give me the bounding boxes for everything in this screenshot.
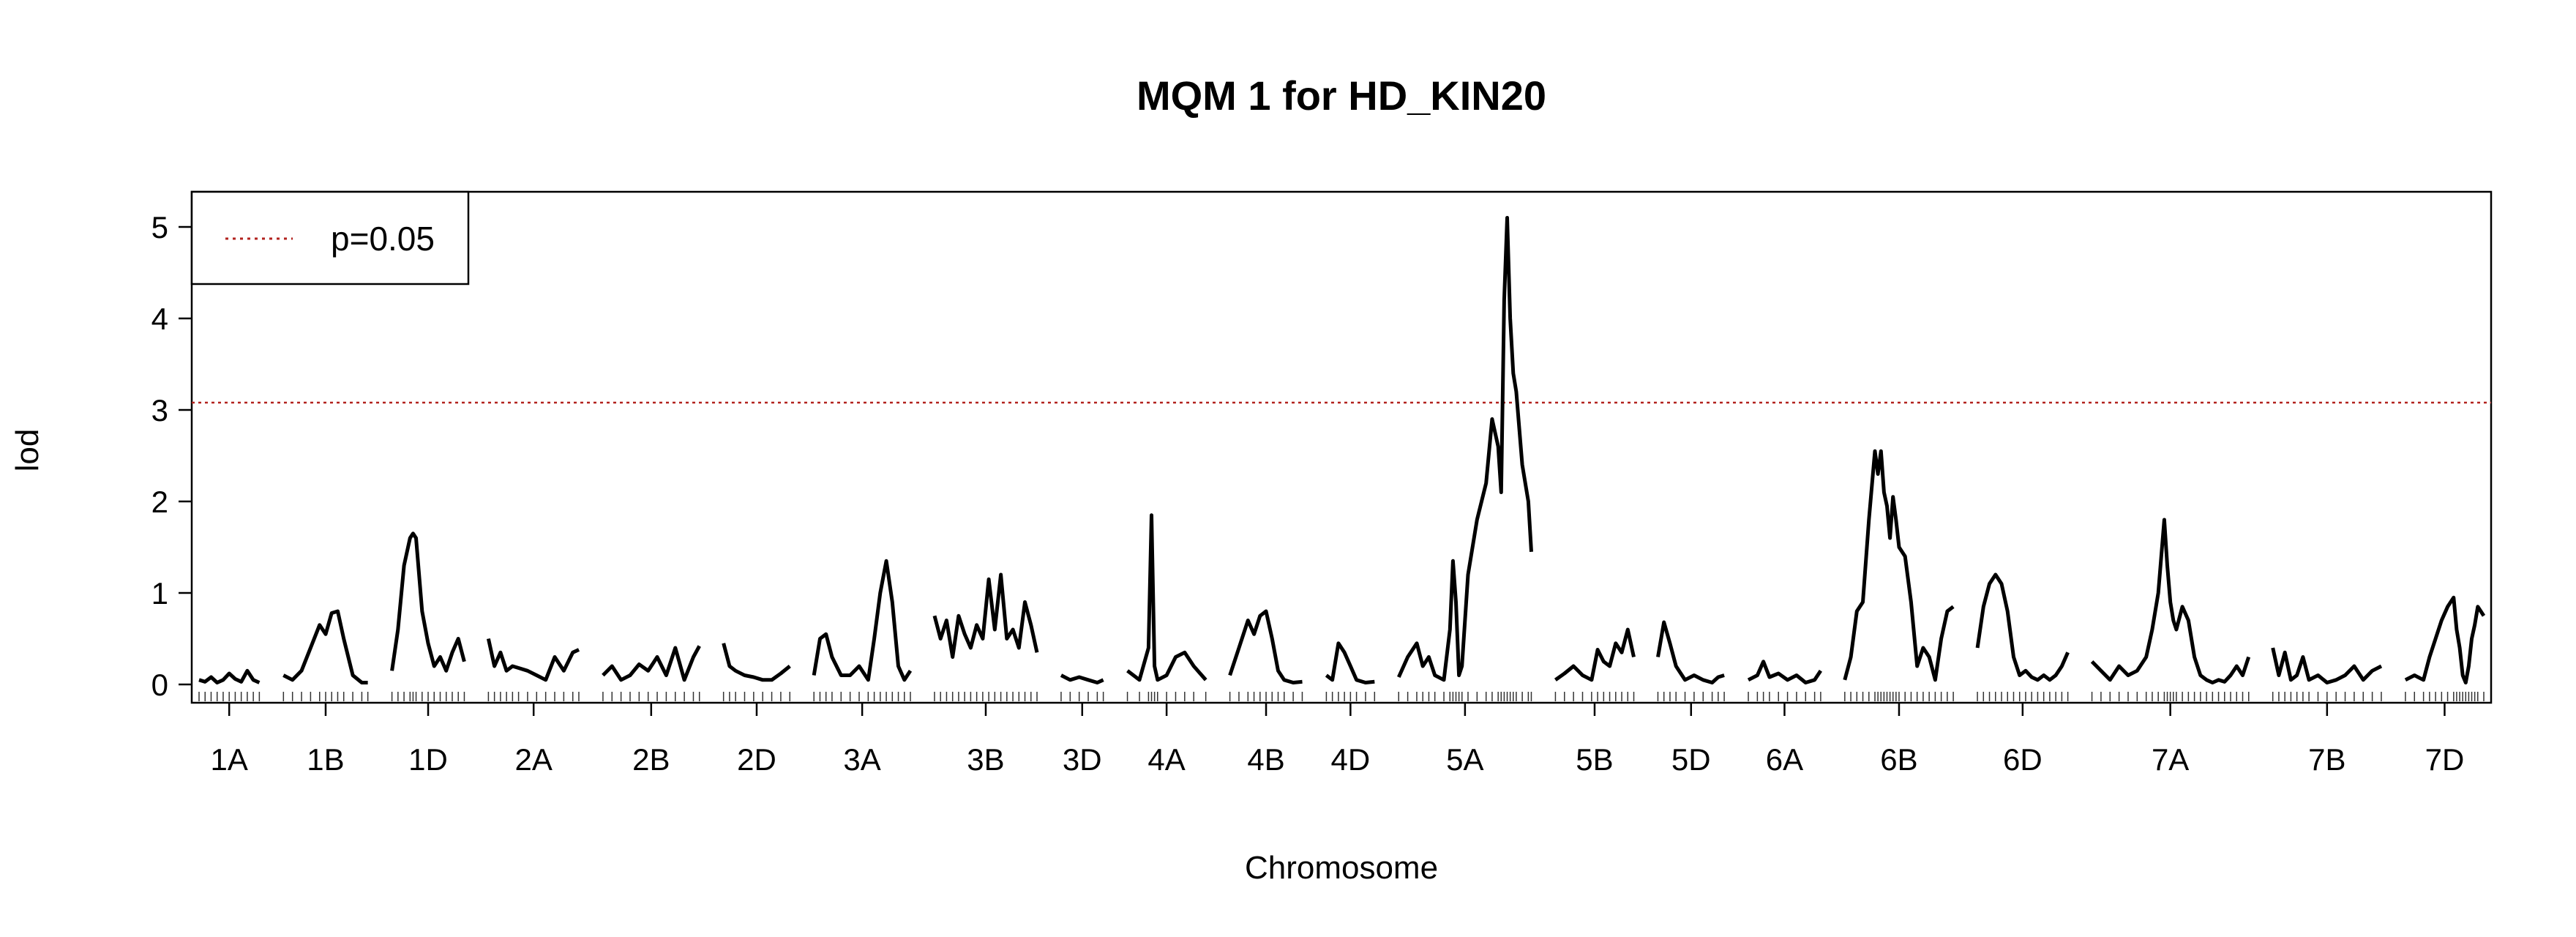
lod-line-2B: [602, 645, 701, 682]
lod-line-1D: [390, 531, 466, 673]
x-tick-label: 7A: [2152, 742, 2189, 777]
x-tick-label: 4A: [1147, 742, 1185, 777]
marker-rug: [198, 692, 2485, 701]
x-tick-label: 3B: [967, 742, 1004, 777]
y-tick-label: 2: [151, 485, 168, 519]
x-axis: 1A 1B 1D 2A 2B 2D 3A 3B 3D 4A 4B 4D 5A 5B 5D 6A 6B 6D 7A 7B…: [210, 703, 2464, 777]
x-tick-label: 3D: [1063, 742, 1102, 777]
x-tick-label: 2A: [514, 742, 552, 777]
lod-line-6A: [1747, 660, 1822, 684]
x-tick-label: 5D: [1671, 742, 1711, 777]
lod-line-3B: [932, 572, 1039, 659]
x-tick-label: 3A: [843, 742, 880, 777]
y-tick-label: 4: [151, 302, 168, 336]
y-tick-label: 1: [151, 576, 168, 611]
x-tick-label: 5A: [1446, 742, 1483, 777]
x-tick-label: 2B: [632, 742, 670, 777]
lod-line-7A: [2090, 518, 2251, 684]
x-tick-label: 4B: [1247, 742, 1284, 777]
x-tick-label: 6A: [1766, 742, 1803, 777]
plot-frame: [190, 190, 2493, 704]
x-tick-label: 4D: [1331, 742, 1371, 777]
lod-line-2A: [486, 638, 580, 682]
lod-line-4B: [1228, 609, 1303, 684]
legend: p=0.05: [190, 190, 470, 285]
y-axis-label: lod: [10, 429, 45, 472]
lod-line-3D: [1060, 673, 1104, 684]
x-tick-label: 5B: [1576, 742, 1613, 777]
lod-line-5B: [1554, 627, 1636, 682]
lod-line-3A: [812, 559, 913, 682]
y-axis: 0 1 2 3 4 5: [151, 210, 192, 702]
x-tick-label: 1A: [210, 742, 247, 777]
lod-line-6B: [1843, 449, 1955, 682]
x-tick-label: 2D: [737, 742, 776, 777]
lod-line-2D: [722, 643, 791, 682]
legend-box: [190, 190, 470, 285]
x-axis-label: Chromosome: [1245, 850, 1438, 886]
x-tick-label: 7B: [2308, 742, 2345, 777]
lod-line-6D: [1975, 572, 2070, 682]
lod-series-group: [198, 216, 2486, 684]
legend-threshold-label: p=0.05: [331, 220, 435, 258]
y-tick-label: 5: [151, 210, 168, 244]
x-tick-label: 6D: [2003, 742, 2043, 777]
y-tick-label: 3: [151, 393, 168, 428]
lod-line-4A: [1126, 513, 1208, 682]
x-tick-label: 1D: [408, 742, 448, 777]
x-tick-label: 7D: [2425, 742, 2465, 777]
lod-line-7D: [2404, 595, 2486, 684]
lod-line-7B: [2271, 647, 2383, 684]
lod-line-1A: [198, 668, 261, 684]
y-tick-label: 0: [151, 668, 168, 702]
x-tick-label: 6B: [1880, 742, 1917, 777]
x-tick-label: 1B: [307, 742, 344, 777]
lod-line-5A: [1397, 216, 1533, 682]
chart-title: MQM 1 for HD_KIN20: [1137, 72, 1546, 119]
lod-line-1B: [282, 609, 368, 684]
lod-line-5D: [1656, 620, 1725, 684]
lod-line-4D: [1325, 641, 1375, 684]
